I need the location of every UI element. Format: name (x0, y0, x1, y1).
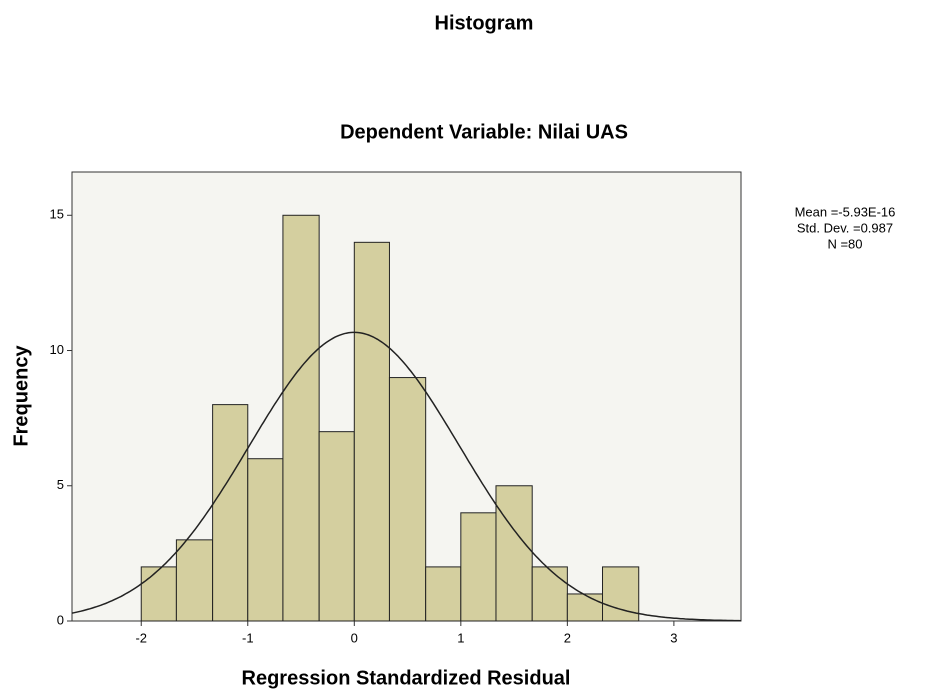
bar (389, 378, 425, 621)
bar (532, 567, 567, 621)
bar (319, 432, 354, 621)
bar (426, 567, 461, 621)
chart-subtitle: Dependent Variable: Nilai UAS (340, 121, 628, 143)
bar (176, 540, 212, 621)
y-tick-label: 10 (50, 342, 64, 357)
y-tick-label: 15 (50, 207, 64, 222)
x-tick-label: 1 (457, 630, 464, 645)
bar (141, 567, 176, 621)
bar (213, 405, 248, 621)
x-tick-label: 3 (670, 630, 677, 645)
bar (496, 486, 532, 621)
bar (354, 242, 389, 621)
bar (248, 459, 283, 621)
bar (567, 594, 602, 621)
bar (461, 513, 496, 621)
x-tick-label: 0 (351, 630, 358, 645)
x-axis-label: Regression Standardized Residual (242, 667, 571, 689)
y-tick-label: 0 (57, 612, 64, 627)
bar (283, 215, 319, 621)
stat-label: Mean =-5.93E-16 (795, 204, 896, 219)
chart-title: Histogram (435, 12, 534, 34)
stat-label: Std. Dev. =0.987 (797, 220, 893, 235)
stat-label: N =80 (827, 236, 862, 251)
x-tick-label: -1 (242, 630, 254, 645)
chart: Histogram Dependent Variable: Nilai UAS … (0, 0, 930, 692)
y-axis-label: Frequency (10, 345, 32, 447)
x-tick-label: -2 (135, 630, 147, 645)
x-tick-label: 2 (564, 630, 571, 645)
y-tick-label: 5 (57, 477, 64, 492)
